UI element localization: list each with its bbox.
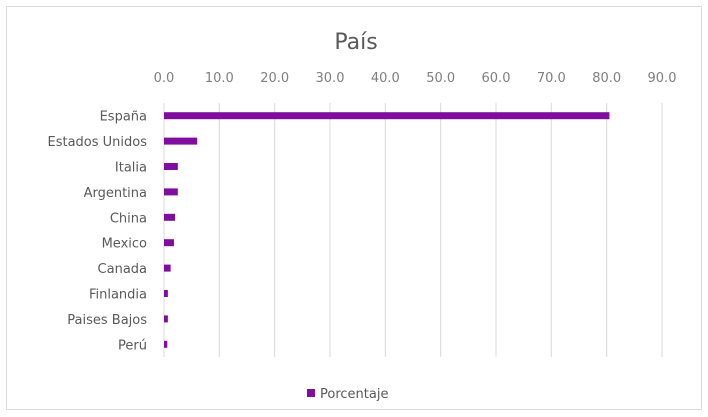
category-label: Italia [115,161,147,176]
x-tick-label: 80.0 [592,71,621,86]
x-axis-ticks: 0.0 10.0 20.0 30.0 40.0 50.0 60.0 70.0 80.0 90.0 [154,71,677,86]
chart-frame [6,6,702,410]
bar [164,163,178,170]
x-tick-label: 50.0 [426,71,455,86]
bar [164,112,610,120]
legend-label: Porcentaje [320,387,388,402]
x-tick-label: 60.0 [482,71,511,86]
category-label: España [100,110,147,125]
bar [164,213,176,221]
chart-title: País [334,30,377,55]
bar [164,264,171,272]
category-label: Argentina [84,186,147,201]
category-label: Canada [98,262,147,277]
bars [164,112,610,348]
bar [164,137,198,145]
category-label: Paises Bajos [67,313,147,328]
bar [164,340,168,348]
x-tick-label: 30.0 [316,71,345,86]
category-label: China [110,211,147,226]
category-label: Estados Unidos [47,135,147,150]
category-label: Perú [118,338,147,353]
category-label: Finlandia [89,288,147,303]
category-labels: España Estados Unidos Italia Argentina China… [47,110,147,354]
bar [164,239,174,247]
x-tick-label: 90.0 [648,71,677,86]
x-tick-label: 70.0 [537,71,566,86]
bar [164,315,168,323]
legend-swatch [307,389,315,397]
bar [164,290,168,297]
bar [164,188,178,196]
gridlines [163,103,663,357]
x-tick-label: 10.0 [205,71,234,86]
legend: Porcentaje [307,387,388,402]
x-tick-label: 20.0 [260,71,289,86]
x-tick-label: 0.0 [154,71,175,86]
category-label: Mexico [102,237,147,252]
x-tick-label: 40.0 [371,71,400,86]
